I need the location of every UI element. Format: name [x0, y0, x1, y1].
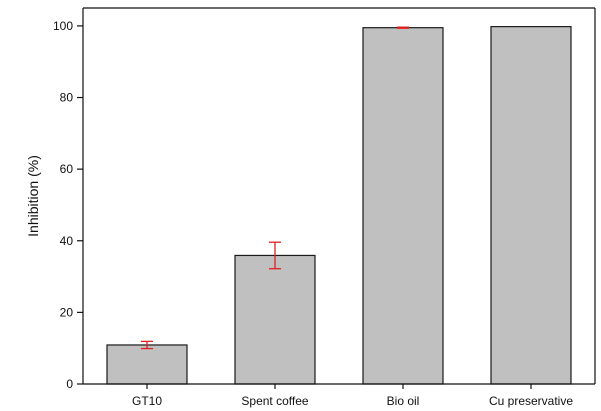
y-axis-title: Inhibition (%) [25, 155, 41, 237]
y-tick-label: 20 [60, 305, 74, 319]
bar [234, 254, 316, 385]
y-tick-label: 60 [60, 162, 74, 176]
bar [106, 344, 188, 385]
bar [490, 26, 572, 385]
y-tick-label: 100 [53, 19, 73, 33]
x-tick-label: Bio oil [387, 394, 420, 408]
x-tick-label: Spent coffee [241, 394, 308, 408]
y-tick-label: 0 [66, 377, 73, 391]
error-bars-layer [141, 26, 409, 350]
y-tick-label: 80 [60, 91, 74, 105]
bars-layer [106, 26, 572, 385]
x-ticks-layer: GT10 Spent coffee Bio oil Cu preservative [132, 384, 573, 408]
bar [362, 27, 444, 385]
x-tick-label: Cu preservative [489, 394, 573, 408]
axes-layer [82, 7, 596, 385]
y-tick-label: 40 [60, 234, 74, 248]
y-ticks-layer: 0 20 40 60 80 100 [53, 19, 83, 391]
x-tick-label: GT10 [132, 394, 162, 408]
